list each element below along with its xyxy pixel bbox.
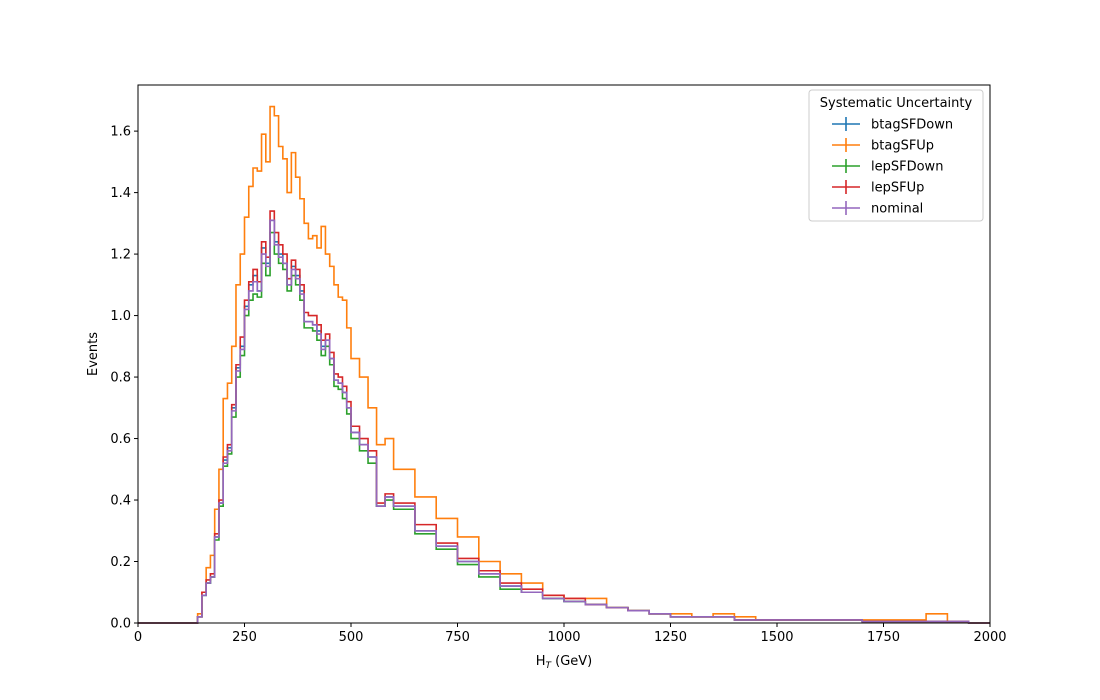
legend-entries: btagSFDown btagSFUp lepSFDown lepSFUp nomina…	[832, 117, 953, 217]
y-axis-ticks: 0.0 0.2 0.4 0.6 0.8 1.0 1.2 1.4 1.6	[110, 125, 138, 632]
y-tick-label: 1.0	[110, 309, 131, 324]
legend-label: lepSFDown	[871, 160, 943, 175]
legend-entry-lepSFDown: lepSFDown	[832, 159, 943, 175]
legend-entry-nominal: nominal	[832, 201, 923, 217]
x-tick-label: 250	[232, 630, 257, 645]
legend-entry-btagSFUp: btagSFUp	[832, 138, 934, 154]
y-tick-label: 0.0	[110, 617, 131, 632]
legend-entry-btagSFDown: btagSFDown	[832, 117, 953, 133]
y-tick-label: 0.8	[110, 371, 131, 386]
y-tick-label: 1.4	[110, 186, 131, 201]
x-tick-label: 0	[134, 630, 142, 645]
legend-label: btagSFUp	[871, 139, 934, 154]
series-lepSFDown	[138, 231, 990, 624]
series-btagSFDown	[138, 219, 990, 624]
legend-label: nominal	[871, 202, 923, 217]
x-tick-label: 750	[445, 630, 470, 645]
x-tick-label: 2000	[973, 630, 1006, 645]
x-tick-label: 1250	[654, 630, 687, 645]
y-tick-label: 0.2	[110, 555, 131, 570]
legend-label: lepSFUp	[871, 181, 924, 196]
y-tick-label: 1.6	[110, 125, 131, 140]
x-axis-label-subscript: T	[546, 661, 553, 671]
series-btagSFUp	[138, 105, 990, 624]
x-axis-label: HT (GeV)	[536, 654, 593, 671]
y-tick-label: 0.6	[110, 432, 131, 447]
y-tick-label: 1.2	[110, 248, 131, 263]
series-layer	[138, 105, 990, 624]
x-tick-label: 500	[339, 630, 364, 645]
y-axis-label: Events	[86, 332, 101, 376]
legend-box	[808, 89, 984, 222]
series-nominal	[138, 219, 990, 624]
legend-label: btagSFDown	[871, 118, 953, 133]
x-tick-label: 1500	[760, 630, 793, 645]
x-tick-label: 1000	[547, 630, 580, 645]
y-tick-label: 0.4	[110, 494, 131, 509]
x-axis-ticks: 0 250 500 750 1000 1250 1500 1750 2000	[134, 623, 1007, 645]
legend: Systematic Uncertainty btagSFDown btagSFU…	[808, 89, 984, 222]
legend-entry-lepSFUp: lepSFUp	[832, 180, 924, 196]
legend-title: Systematic Uncertainty	[820, 96, 973, 111]
x-tick-label: 1750	[867, 630, 900, 645]
x-axis-label-unit: (GeV)	[551, 654, 592, 669]
x-axis-label-main: H	[536, 654, 546, 669]
